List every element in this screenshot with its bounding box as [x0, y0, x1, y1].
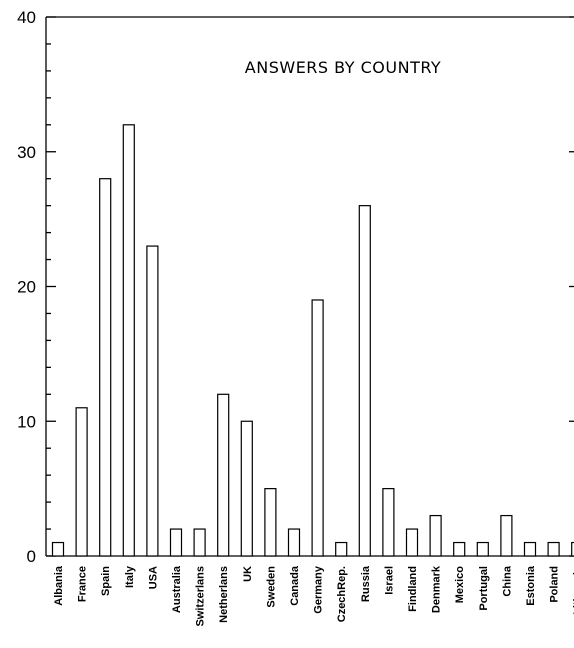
x-tick-label: CzechRep.: [336, 566, 348, 622]
bar-china: [500, 514, 513, 557]
x-tick-label: Israel: [383, 566, 395, 595]
x-tick-label: Russia: [360, 565, 372, 602]
bar-uk: [240, 420, 253, 557]
bar-canada: [287, 528, 301, 557]
bar-czechrep-: [335, 541, 348, 557]
x-tick-label: Estonia: [525, 565, 537, 606]
x-tick-label: UK: [242, 566, 254, 582]
bar-estonia: [523, 541, 537, 557]
bar-germany: [311, 299, 324, 557]
x-tick-label: France: [77, 566, 89, 602]
x-tick-label: Findland: [407, 566, 419, 612]
x-tick-label: Germany: [313, 565, 325, 614]
x-tick-label: Australia: [171, 565, 183, 613]
y-tick-label: 20: [17, 278, 36, 297]
x-tick-label: Lithuania: [572, 565, 574, 615]
bar-switzerlans: [193, 528, 206, 557]
bar-findland: [405, 528, 419, 557]
bar-russia: [358, 205, 371, 557]
y-tick-label: 0: [27, 547, 36, 566]
bar-israel: [382, 488, 395, 557]
bar-poland: [547, 541, 560, 557]
x-tick-label: Denmark: [431, 565, 443, 613]
bar-australia: [169, 528, 183, 557]
bar-denmark: [429, 514, 442, 557]
x-axis-labels: Albania France Spain Italy USA Australia Switz…: [53, 565, 574, 626]
x-tick-label: Portugal: [478, 566, 490, 611]
bar-mexico: [453, 541, 466, 557]
x-tick-label: Switzerlans: [195, 566, 207, 627]
x-tick-label: Canada: [289, 565, 301, 606]
bar-spain: [99, 178, 112, 557]
bar-albania: [51, 541, 65, 557]
bar-france: [75, 407, 88, 557]
bar-netherlans: [217, 393, 230, 557]
y-tick-label: 10: [17, 412, 36, 431]
bars: [51, 124, 574, 557]
x-tick-label: Albania: [53, 565, 65, 606]
x-tick-label: China: [501, 565, 513, 596]
x-tick-label: Mexico: [454, 566, 466, 604]
bar-italy: [122, 124, 135, 557]
y-tick-label: 40: [17, 8, 36, 27]
x-tick-label: Sweden: [265, 566, 277, 608]
bar-usa: [146, 245, 159, 557]
y-axis-ticks: 0 10 20 30 40: [17, 8, 574, 566]
x-tick-label: USA: [147, 566, 159, 589]
chart-title: ANSWERS BY COUNTRY: [245, 58, 441, 77]
x-tick-label: Netherlans: [218, 566, 230, 623]
bar-lithuania: [571, 541, 574, 557]
bar-portugal: [476, 541, 489, 557]
x-tick-label: Spain: [100, 566, 112, 596]
y-tick-label: 30: [17, 143, 36, 162]
x-tick-label: Italy: [124, 565, 136, 588]
bar-sweden: [264, 488, 277, 557]
x-tick-label: Poland: [549, 566, 561, 603]
